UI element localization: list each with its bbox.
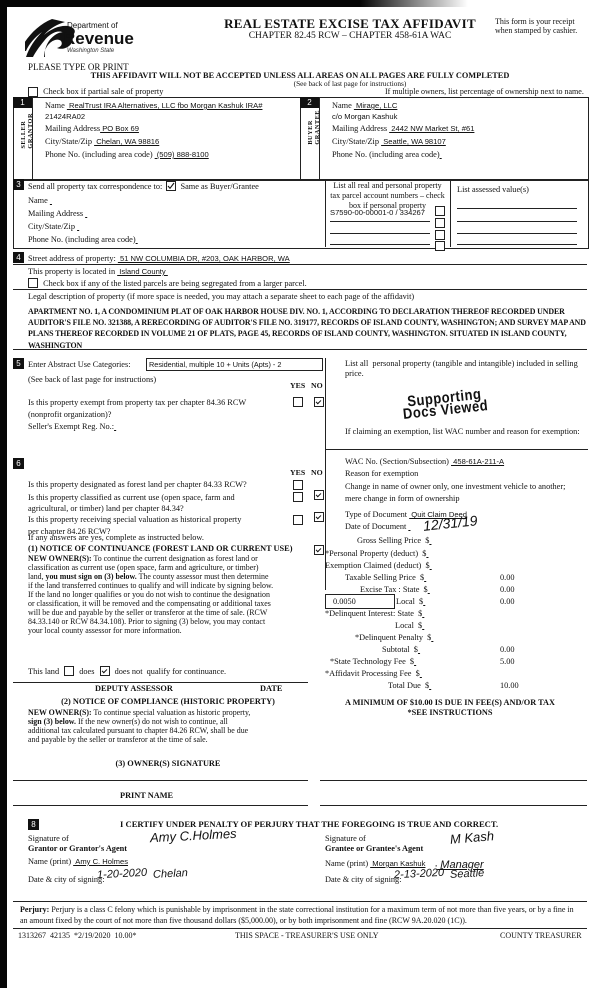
svg-text:Washington State: Washington State	[67, 48, 115, 54]
svg-text:Revenue: Revenue	[63, 29, 134, 48]
